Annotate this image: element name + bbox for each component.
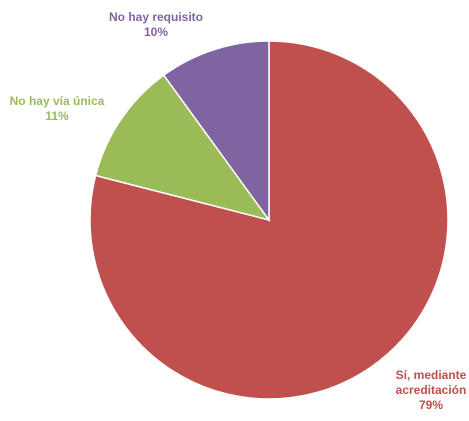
data-label-no-hay-via-unica: No hay vía única 11%: [10, 94, 105, 123]
data-label-si-mediante-acreditacion: Sí, mediante acreditación 79%: [396, 368, 467, 412]
pie-slice-no-hay-via-unica: [94, 74, 271, 222]
data-label-no-hay-requisito: No hay requisito 10%: [109, 10, 203, 39]
data-label-text: Sí, mediante: [396, 368, 467, 382]
data-label-percent: 10%: [144, 25, 168, 39]
data-label-text: No hay vía única: [10, 94, 105, 108]
pie-labels: Sí, mediante acreditación 79% No hay vía ún…: [10, 10, 467, 412]
pie-slices: [89, 40, 449, 400]
pie-slice-si-mediante-acreditacion: [89, 40, 449, 400]
data-label-percent: 79%: [419, 398, 443, 412]
data-label-percent: 11%: [45, 109, 69, 123]
data-label-text: acreditación: [396, 383, 467, 397]
data-label-text: No hay requisito: [109, 10, 203, 24]
pie-slice-no-hay-requisito: [162, 40, 270, 223]
